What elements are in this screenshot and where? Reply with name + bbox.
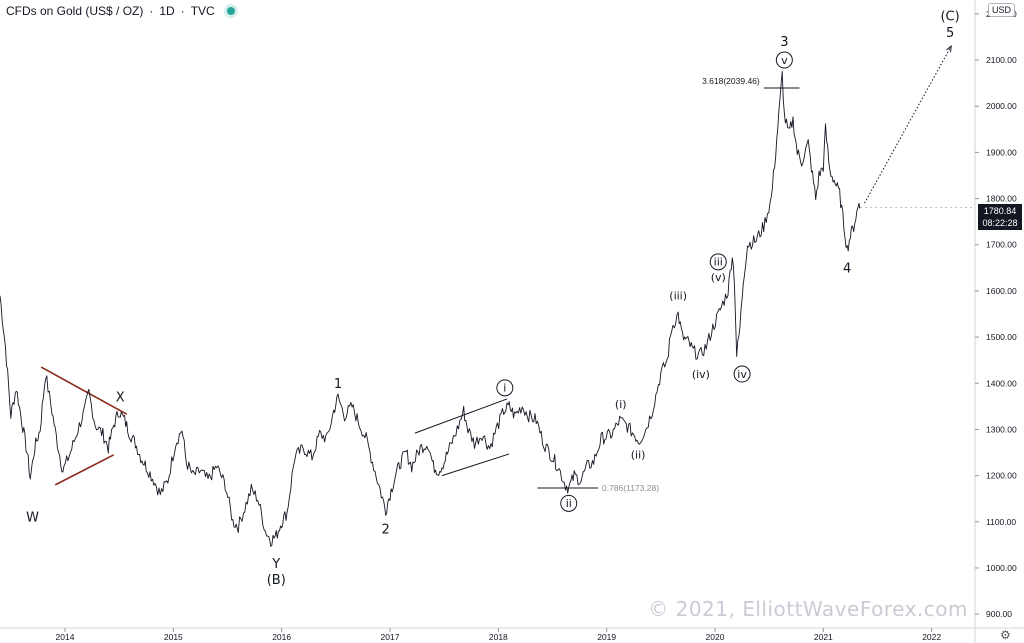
wave-label: iv bbox=[737, 368, 747, 381]
y-tick-label: 1300.00 bbox=[986, 424, 1017, 434]
x-tick-label: 2016 bbox=[272, 632, 291, 642]
gold-price-line bbox=[0, 70, 861, 547]
copyright-watermark: © 2021, ElliottWaveForex.com bbox=[648, 597, 968, 621]
y-axis: 900.00 1000.00 1100.00 1200.00 1300.00 1400.0… bbox=[974, 0, 1017, 643]
bar-countdown: 08:22:28 bbox=[982, 218, 1018, 228]
x-tick-label: 2022 bbox=[922, 632, 941, 642]
wave-label: (B) bbox=[267, 573, 286, 588]
wave-label: X bbox=[116, 391, 125, 406]
y-tick-label: 900.00 bbox=[986, 609, 1012, 619]
x-tick-label: 2017 bbox=[381, 632, 400, 642]
x-tick-label: 2020 bbox=[706, 632, 725, 642]
wave-label: i bbox=[503, 382, 506, 395]
wave-label: iii bbox=[714, 256, 723, 269]
wave-label-circle bbox=[709, 253, 727, 271]
fibonacci-levels: 3.618(2039.46) 0.786(1173.28) bbox=[537, 76, 800, 493]
y-tick-label: 1400.00 bbox=[986, 378, 1017, 388]
separator-dot: · bbox=[149, 4, 154, 18]
triangle-trendline bbox=[54, 454, 115, 486]
y-tick-label: 1200.00 bbox=[986, 471, 1017, 481]
x-tick-label: 2019 bbox=[597, 632, 616, 642]
wave-label: (i) bbox=[615, 398, 627, 411]
price-series bbox=[0, 70, 975, 547]
wave-label-circle bbox=[775, 51, 793, 69]
settings-gear-icon[interactable]: ⚙ bbox=[1000, 628, 1011, 642]
wave-label-circle bbox=[733, 365, 751, 383]
wave-label: 1 bbox=[334, 377, 342, 392]
market-status-icon bbox=[226, 7, 235, 15]
wave-label: Y bbox=[271, 557, 280, 572]
currency-button[interactable]: USD bbox=[988, 3, 1016, 17]
y-tick-label: 2100.00 bbox=[986, 55, 1017, 65]
x-tick-label: 2018 bbox=[489, 632, 508, 642]
wave-label: 5 bbox=[946, 26, 954, 41]
last-price-value: 1780.84 bbox=[983, 206, 1017, 216]
y-tick-label: 2000.00 bbox=[986, 101, 1017, 111]
projection-line bbox=[864, 45, 952, 204]
wave-label: 2 bbox=[382, 522, 390, 537]
y-tick-label: 1000.00 bbox=[986, 563, 1017, 573]
source-label: TVC bbox=[190, 4, 215, 18]
x-tick-label: 2015 bbox=[164, 632, 183, 642]
wave-label: v bbox=[781, 54, 788, 67]
x-tick-label: 2021 bbox=[814, 632, 833, 642]
fib-level-label: 3.618(2039.46) bbox=[702, 76, 760, 86]
interval-label: 1D bbox=[159, 4, 175, 18]
symbol-name: CFDs on Gold (US$ / OZ) bbox=[6, 4, 144, 18]
fib-level-label: 0.786(1173.28) bbox=[602, 483, 659, 493]
wave-label-circle bbox=[560, 494, 578, 512]
wave-label: (iv) bbox=[692, 368, 710, 381]
separator-dot: · bbox=[180, 4, 185, 18]
wave-label: W bbox=[26, 511, 39, 526]
y-tick-label: 1900.00 bbox=[986, 147, 1017, 157]
y-tick-label: 1500.00 bbox=[986, 332, 1017, 342]
x-axis: 2014 2015 2016 2017 2018 2019 2020 2021 2022 bbox=[0, 627, 1024, 642]
wave-label: (ii) bbox=[631, 449, 646, 462]
projection-arrowhead bbox=[946, 45, 952, 53]
wave-label: ii bbox=[566, 497, 572, 510]
channel-line bbox=[441, 453, 510, 477]
wave-label: 3 bbox=[780, 35, 788, 50]
symbol-title-bar[interactable]: CFDs on Gold (US$ / OZ) · 1D · TVC bbox=[6, 4, 235, 18]
x-tick-label: 2014 bbox=[56, 632, 75, 642]
y-tick-label: 1100.00 bbox=[986, 517, 1016, 527]
wave-label: (C) bbox=[940, 10, 959, 25]
wave-labels: WXY(B)12iii(i)(ii)(iii)(iv)(v)iiiivv34(C… bbox=[26, 10, 960, 588]
wave-label-circle bbox=[496, 379, 514, 397]
channel-line bbox=[414, 398, 508, 434]
wave-label: (iii) bbox=[669, 289, 687, 302]
wave-label: (v) bbox=[711, 271, 726, 284]
wave-label: 4 bbox=[843, 261, 851, 276]
y-tick-label: 1700.00 bbox=[986, 240, 1017, 250]
last-price-tag: 1780.84 08:22:28 bbox=[978, 204, 1022, 230]
y-tick-label: 1800.00 bbox=[986, 194, 1017, 204]
y-tick-label: 1600.00 bbox=[986, 286, 1017, 296]
drawing-annotations bbox=[40, 45, 952, 486]
triangle-trendline bbox=[40, 366, 128, 415]
